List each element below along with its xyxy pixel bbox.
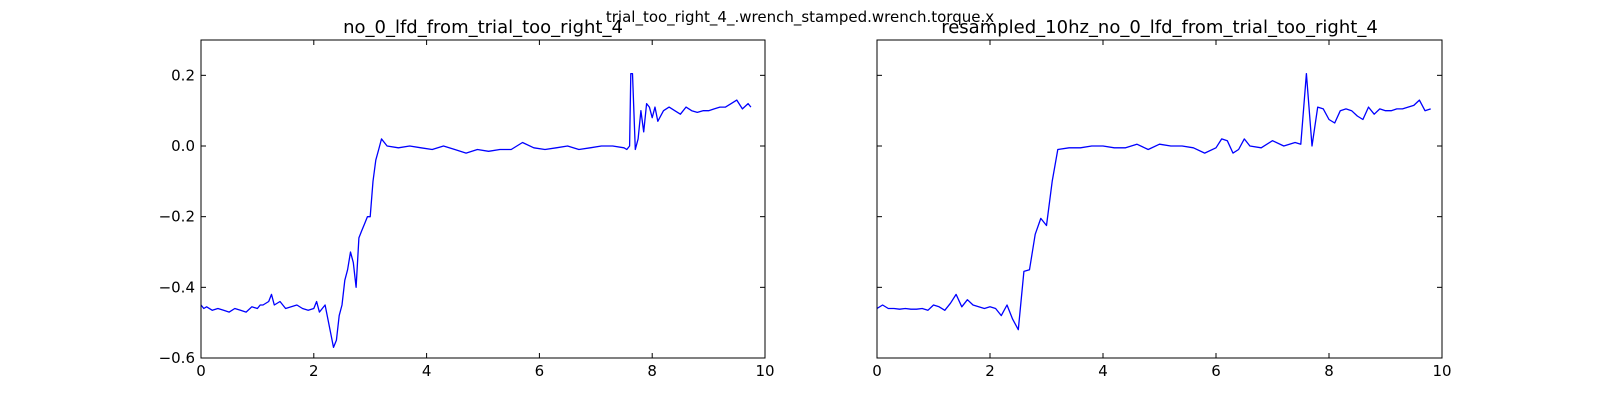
series-line-1 <box>201 72 752 349</box>
x-tick-label: 4 <box>1098 362 1108 380</box>
x-tick-label: 10 <box>755 362 774 380</box>
series-line-1 <box>877 72 1431 331</box>
x-tick-label: 2 <box>985 362 995 380</box>
x-tick-label: 8 <box>1324 362 1334 380</box>
y-tick-label: 0.0 <box>171 137 195 155</box>
x-tick-label: 6 <box>535 362 545 380</box>
x-tick-label: 0 <box>196 362 206 380</box>
x-tick-label: 2 <box>309 362 319 380</box>
plot-frame <box>876 39 1443 359</box>
chart-panel-2: 0 2 4 6 8 10 resampled_10hz_no_0_lfd_from_tria… <box>872 17 1451 380</box>
chart-title: resampled_10hz_no_0_lfd_from_trial_too_r… <box>941 17 1378 38</box>
x-tick-label: 4 <box>422 362 432 380</box>
y-tick-label: −0.4 <box>159 278 195 296</box>
chart-title: no_0_lfd_from_trial_too_right_4 <box>343 17 623 38</box>
x-tick-label: 6 <box>1211 362 1221 380</box>
y-tick-label: −0.2 <box>159 208 195 226</box>
x-tick-label: 8 <box>647 362 657 380</box>
chart-panel-1: 0 2 4 6 8 10 −0.6 −0.4 −0.2 0.0 0.2 no_0_lfd_from_t… <box>159 17 775 380</box>
plot-frame <box>200 39 766 359</box>
x-tick-label: 0 <box>872 362 882 380</box>
x-tick-label: 10 <box>1432 362 1451 380</box>
y-tick-label: −0.6 <box>159 349 195 367</box>
y-tick-label: 0.2 <box>171 66 195 84</box>
figure-suptitle: trial_too_right_4_.wrench_stamped.wrench… <box>606 8 994 27</box>
